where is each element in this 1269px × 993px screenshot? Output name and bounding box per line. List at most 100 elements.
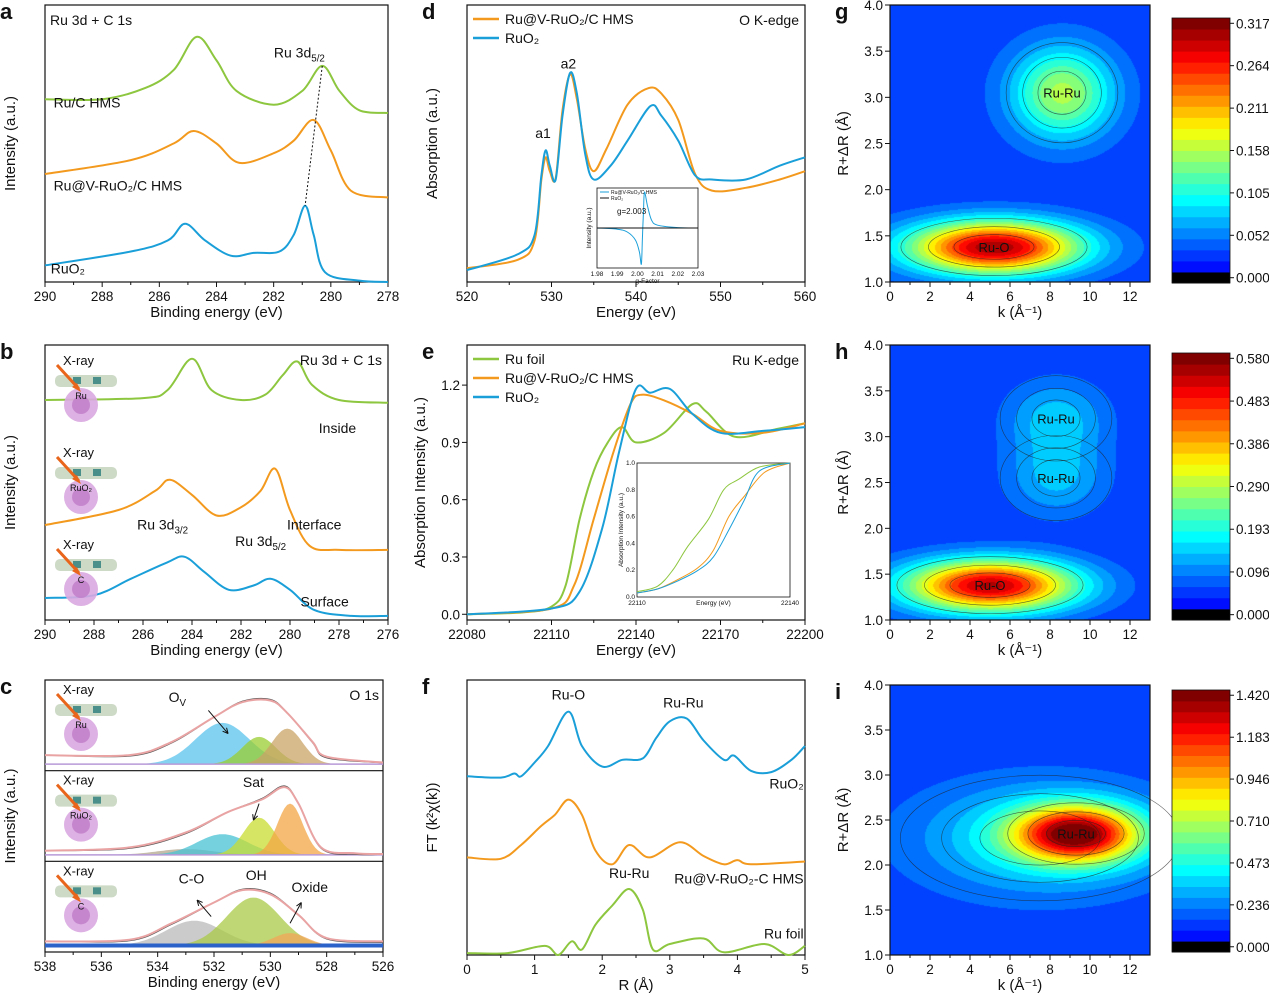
- legend-label: Ru foil: [505, 351, 545, 367]
- fit-component: [45, 897, 383, 946]
- legend-label: RuO₂: [505, 389, 539, 405]
- y-tick-label: 2.0: [864, 183, 883, 198]
- layer-label: Ru: [75, 720, 87, 730]
- colorbar-band: [1172, 238, 1230, 251]
- colorbar-band: [1172, 788, 1230, 800]
- x-tick-label: 530: [540, 289, 563, 304]
- y-tick-label: 1.0: [864, 275, 883, 290]
- inset-x-tick-label: 22110: [628, 600, 646, 607]
- carbon-shell: [55, 885, 117, 898]
- colorbar-band: [1172, 842, 1230, 855]
- subscript: 5/2: [272, 542, 286, 553]
- panel-letter: h: [835, 339, 848, 364]
- carbon-shell: [55, 559, 117, 571]
- contour-line: [900, 217, 1088, 276]
- panel-letter: e: [422, 339, 434, 364]
- colorbar-band: [1172, 95, 1230, 107]
- contour-line: [1016, 387, 1096, 449]
- colorbar-tick-label: 0.2642: [1236, 59, 1269, 74]
- colorbar-band: [1172, 408, 1230, 421]
- oxide-block: [73, 706, 81, 713]
- x-tick-label: 8: [1046, 627, 1054, 642]
- peak-shift-guide: [304, 65, 323, 206]
- oxide-block: [93, 796, 101, 804]
- arrow-head: [222, 727, 229, 735]
- colorbar-band: [1172, 139, 1230, 151]
- colorbar-band: [1172, 864, 1230, 877]
- x-tick-label: 22080: [448, 627, 486, 642]
- y-axis-label: Absorption (a.u.): [424, 88, 441, 199]
- panel-title: O K-edge: [739, 12, 799, 28]
- annotation: Ru 3d3/2: [137, 516, 188, 536]
- x-tick-label: 6: [1006, 289, 1014, 304]
- contour-line: [928, 226, 1060, 268]
- inset-x-label: Energy (eV): [696, 600, 731, 607]
- annotation: Sat: [243, 774, 264, 790]
- colorbar-band: [1172, 711, 1230, 724]
- oxide-block: [93, 561, 101, 568]
- panel-b: 290 288 286 284 282 280 278 276 Binding energy (…: [0, 339, 399, 659]
- x-tick-label: 282: [262, 289, 285, 304]
- layer-label: RuO₂: [70, 811, 93, 821]
- x-tick-label: 10: [1082, 627, 1097, 642]
- x-tick-label: 0: [886, 962, 894, 977]
- layer-label: C: [78, 575, 85, 585]
- colorbar-band: [1172, 106, 1230, 118]
- panel-h: Ru-O Ru-Ru Ru-Ru 0 2 4 6 8 10 12 1.0 1.5 2.0 2.5 3.0 3.…: [835, 338, 1269, 659]
- x-axis-label: k (Å⁻¹): [998, 642, 1043, 659]
- subscript: V: [180, 698, 187, 709]
- series-line: [466, 888, 806, 956]
- series-line: [44, 555, 389, 618]
- panel-title: Ru 3d + C 1s: [300, 352, 382, 368]
- inset-legend-label: RuO₂: [611, 196, 623, 202]
- oxide-block: [93, 887, 101, 895]
- colorbar-band: [1172, 853, 1230, 866]
- x-tick-label: 3: [666, 962, 674, 977]
- oxide-block: [73, 887, 81, 895]
- arrow-line: [252, 803, 260, 821]
- x-tick-label: 4: [966, 962, 974, 977]
- series-label: Ru@V-RuO₂-C HMS: [674, 871, 803, 887]
- oxide-block: [73, 561, 81, 568]
- schematic-illustration: X-ray Ru: [55, 353, 117, 422]
- panel-letter: i: [835, 679, 841, 704]
- colorbar-band: [1172, 531, 1230, 543]
- particle-core: [72, 580, 90, 598]
- x-tick-label: 288: [83, 627, 106, 642]
- x-tick-label: 10: [1082, 289, 1097, 304]
- x-tick-label: 2: [926, 962, 934, 977]
- x-tick-label: 286: [148, 289, 171, 304]
- contour-line: [1022, 57, 1102, 129]
- series-label: RuO₂: [51, 261, 85, 277]
- colorbar-band: [1172, 799, 1230, 811]
- fit-envelope: [44, 786, 384, 855]
- series-line: [466, 71, 806, 272]
- layer-label: RuO₂: [70, 483, 93, 493]
- series-line: [636, 462, 791, 594]
- contour-line: [1005, 42, 1119, 144]
- contour-line: [1031, 399, 1081, 438]
- x-tick-label: 282: [230, 627, 253, 642]
- x-tick-label: 0: [886, 289, 894, 304]
- carbon-shell: [55, 467, 117, 479]
- y-axis-label: R+ΔR (Å): [835, 450, 852, 515]
- xray-label: X-ray: [63, 353, 95, 368]
- y-tick-label: 2.5: [864, 476, 883, 491]
- panel-letter: g: [835, 0, 848, 24]
- inset-y-tick-label: 1.0: [626, 460, 635, 467]
- colorbar-band: [1172, 553, 1230, 565]
- arrow-head: [296, 902, 302, 909]
- inset-x-label: g-Factor: [635, 278, 660, 285]
- colorbar-band: [1172, 722, 1230, 735]
- particle-core: [72, 906, 90, 925]
- fit-component: [45, 722, 383, 765]
- x-axis-label: Energy (eV): [596, 304, 676, 321]
- legend-label: RuO₂: [505, 30, 539, 46]
- y-tick-label: 0.3: [441, 550, 460, 565]
- y-axis-label: Intensity (a.u.): [2, 768, 19, 863]
- particle-core: [72, 396, 90, 414]
- x-tick-label: 536: [90, 959, 113, 974]
- colorbar-band: [1172, 886, 1230, 898]
- x-tick-label: 4: [966, 289, 974, 304]
